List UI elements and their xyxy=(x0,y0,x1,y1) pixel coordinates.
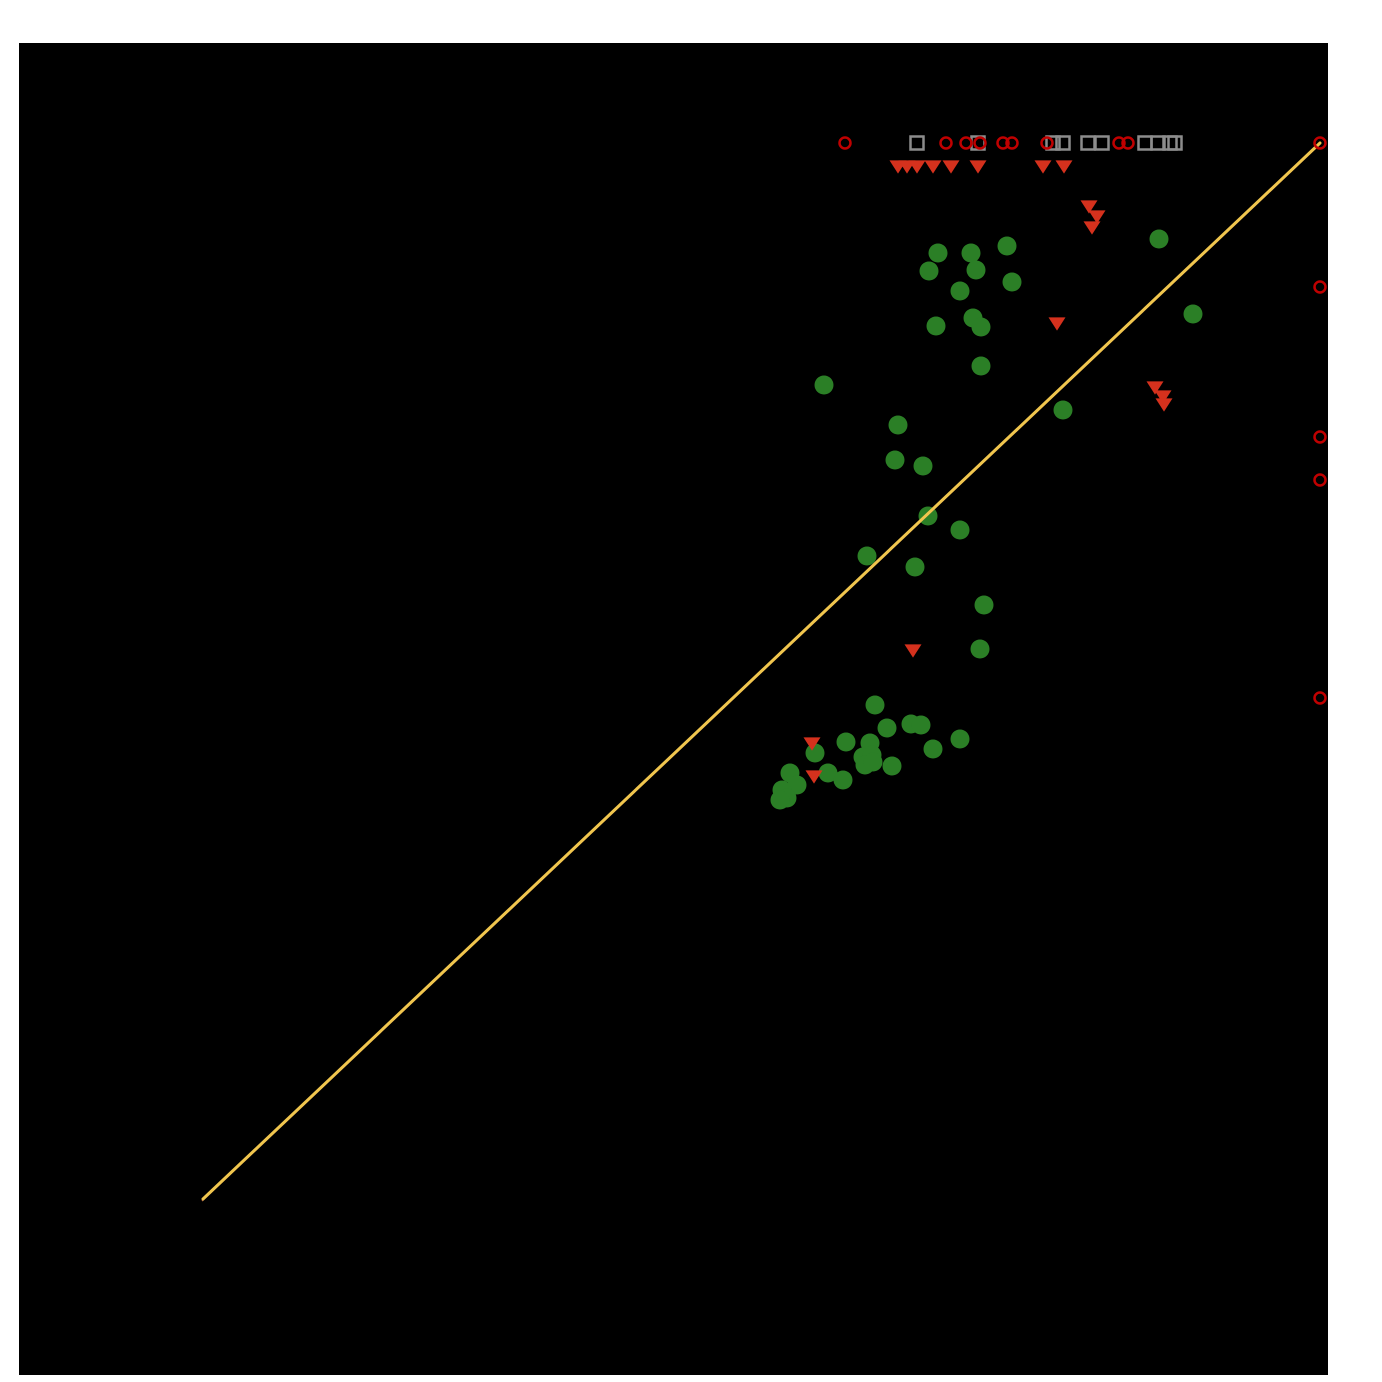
red-triangle-marker xyxy=(1083,221,1101,235)
green-dot-marker xyxy=(836,732,856,752)
gray-open-square-marker xyxy=(1055,135,1071,151)
red-triangle-marker xyxy=(1146,381,1164,395)
red-open-circle-marker xyxy=(838,136,852,150)
red-triangle-marker xyxy=(803,737,821,751)
red-open-circle-marker xyxy=(1121,136,1135,150)
green-dot-marker xyxy=(913,456,933,476)
green-dot-marker xyxy=(918,506,938,526)
green-dot-marker xyxy=(970,639,990,659)
gray-open-square-marker xyxy=(1080,135,1096,151)
red-open-circle-marker xyxy=(1313,136,1327,150)
green-dot-marker xyxy=(971,317,991,337)
red-open-circle-marker xyxy=(973,136,987,150)
green-dot-marker xyxy=(885,450,905,470)
identity-line xyxy=(201,141,1322,1201)
red-triangle-marker xyxy=(908,160,926,174)
green-dot-marker xyxy=(814,375,834,395)
gray-open-square-marker xyxy=(1045,135,1061,151)
green-dot-marker xyxy=(905,557,925,577)
green-dot-marker xyxy=(950,281,970,301)
green-dot-marker xyxy=(787,775,807,795)
red-open-circle-marker xyxy=(1313,691,1327,705)
green-dot-marker xyxy=(928,243,948,263)
red-triangle-marker xyxy=(1055,160,1073,174)
green-dot-marker xyxy=(961,243,981,263)
green-dot-marker xyxy=(865,695,885,715)
red-triangle-marker xyxy=(969,160,987,174)
plot-background xyxy=(19,43,1328,1375)
green-dot-marker xyxy=(919,261,939,281)
green-dot-marker xyxy=(997,236,1017,256)
green-dot-marker xyxy=(966,260,986,280)
green-dot-marker xyxy=(950,520,970,540)
gray-open-square-marker xyxy=(1167,135,1183,151)
red-open-circle-marker xyxy=(959,136,973,150)
red-triangle-marker xyxy=(1048,317,1066,331)
green-dot-marker xyxy=(805,743,825,763)
red-triangle-marker xyxy=(1155,398,1173,412)
red-open-circle-marker xyxy=(1313,473,1327,487)
red-open-circle-marker xyxy=(1313,280,1327,294)
green-dot-marker xyxy=(1149,229,1169,249)
green-dot-marker xyxy=(1053,400,1073,420)
red-open-circle-marker xyxy=(1040,136,1054,150)
green-dot-marker xyxy=(926,316,946,336)
red-triangle-marker xyxy=(1034,160,1052,174)
green-dot-marker xyxy=(770,790,790,810)
gray-open-square-marker xyxy=(1137,135,1153,151)
red-triangle-marker xyxy=(904,644,922,658)
green-dot-marker xyxy=(971,356,991,376)
green-dot-marker xyxy=(818,763,838,783)
red-triangle-marker xyxy=(924,160,942,174)
green-dot-marker xyxy=(882,756,902,776)
red-triangle-marker xyxy=(1088,210,1106,224)
green-dot-marker xyxy=(857,546,877,566)
green-dot-marker xyxy=(950,729,970,749)
red-open-circle-marker xyxy=(1112,136,1126,150)
red-triangle-marker xyxy=(942,160,960,174)
red-triangle-marker xyxy=(805,770,823,784)
green-dot-marker xyxy=(877,718,897,738)
red-open-circle-marker xyxy=(1313,430,1327,444)
red-triangle-marker xyxy=(1154,390,1172,404)
green-dot-marker xyxy=(888,415,908,435)
gray-open-square-marker xyxy=(909,135,925,151)
green-dot-marker xyxy=(923,739,943,759)
gray-open-square-marker xyxy=(1094,135,1110,151)
green-dot-marker xyxy=(911,715,931,735)
green-dot-marker xyxy=(974,595,994,615)
red-open-circle-marker xyxy=(996,136,1010,150)
red-open-circle-marker xyxy=(1005,136,1019,150)
green-dot-marker xyxy=(1183,304,1203,324)
green-dot-marker xyxy=(1002,272,1022,292)
red-triangle-marker xyxy=(1080,200,1098,214)
green-dot-marker xyxy=(833,770,853,790)
green-dot-marker xyxy=(863,752,883,772)
red-open-circle-marker xyxy=(939,136,953,150)
